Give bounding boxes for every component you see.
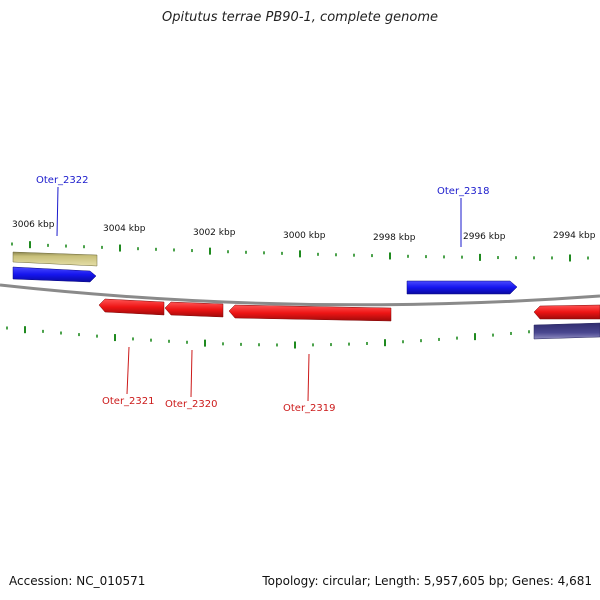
kbp-label-3002: 3002 kbp: [193, 228, 236, 238]
outer-scale-ticks: [11, 241, 589, 262]
leader-oter-2322: [56, 186, 59, 237]
gene-oter-2322[interactable]: [12, 266, 97, 283]
topology-text: Topology: circular; Length: 5,957,605 bp…: [262, 574, 592, 588]
kbp-label-2994: 2994 kbp: [553, 231, 596, 241]
kbp-label-3004: 3004 kbp: [103, 224, 146, 234]
kbp-label-3000: 3000 kbp: [283, 231, 326, 241]
gene-oter-2321[interactable]: [98, 298, 165, 316]
label-oter-2322[interactable]: Oter_2322: [36, 175, 89, 186]
label-oter-2318[interactable]: Oter_2318: [437, 186, 490, 197]
genome-backbone: [0, 283, 600, 307]
kbp-label-2998: 2998 kbp: [373, 233, 416, 243]
gene-oter-2320[interactable]: [164, 301, 224, 318]
gene-oter-2318[interactable]: [406, 280, 518, 295]
inner-scale-ticks: [6, 324, 584, 349]
feature-tan[interactable]: [12, 251, 98, 267]
label-oter-2321[interactable]: Oter_2321: [102, 396, 155, 407]
label-oter-2319[interactable]: Oter_2319: [283, 403, 336, 414]
leader-oter-2319: [307, 353, 310, 402]
accession-text: Accession: NC_010571: [9, 574, 146, 588]
leader-oter-2321: [126, 346, 130, 395]
feature-purple[interactable]: [533, 322, 600, 340]
gene-partial-right[interactable]: [533, 304, 600, 320]
kbp-label-3006: 3006 kbp: [12, 220, 55, 230]
label-oter-2320[interactable]: Oter_2320: [165, 399, 218, 410]
leader-oter-2320: [190, 349, 193, 398]
page-title: Opitutus terrae PB90-1, complete genome: [161, 10, 439, 25]
gene-oter-2319[interactable]: [228, 304, 392, 322]
kbp-label-2996: 2996 kbp: [463, 232, 506, 242]
